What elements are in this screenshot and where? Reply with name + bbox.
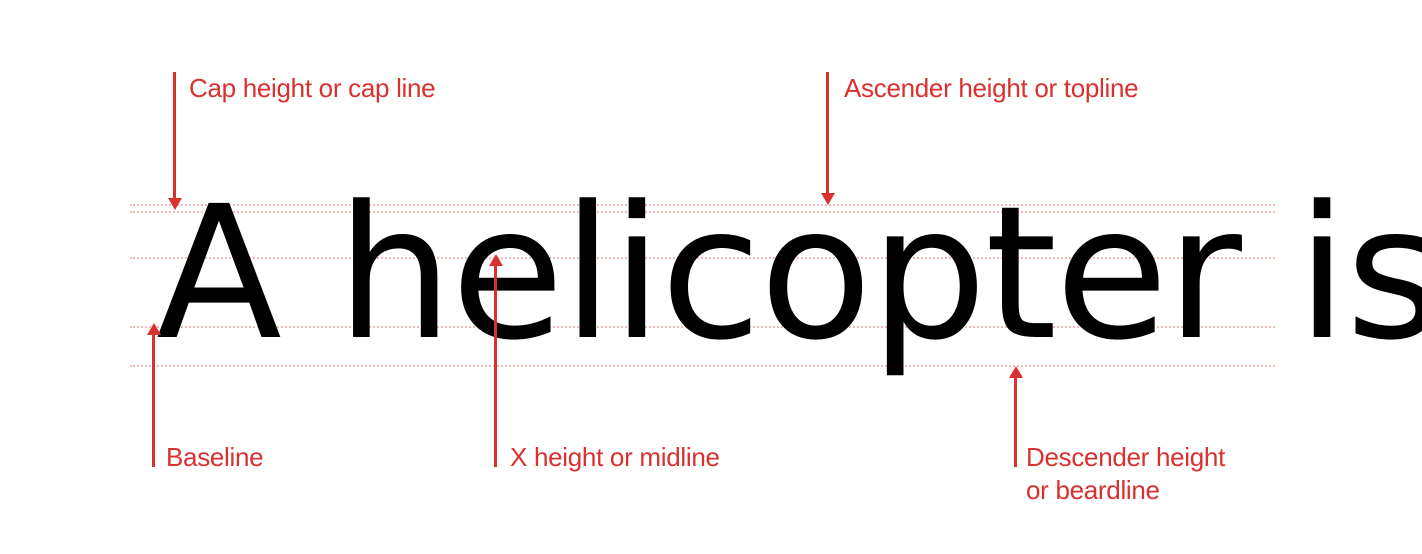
baseline-arrow-line xyxy=(152,334,155,467)
x-height-label: X height or midline xyxy=(510,442,720,472)
ascender-arrow-line xyxy=(826,72,829,194)
ascender-guide-line xyxy=(130,204,1275,206)
baseline-label: Baseline xyxy=(166,442,264,472)
cap-height-label: Cap height or cap line xyxy=(189,73,436,103)
ascender-arrowhead-icon xyxy=(821,193,835,205)
ascender-height-label: Ascender height or topline xyxy=(844,73,1139,103)
descender-arrowhead-icon xyxy=(1009,366,1023,378)
descender-guide-line xyxy=(130,365,1275,367)
sample-text: A helicopter is a xyxy=(156,167,1422,381)
baseline-arrowhead-icon xyxy=(147,323,161,335)
x-height-arrow-line xyxy=(494,265,497,467)
baseline-guide-line xyxy=(130,326,1275,328)
cap-height-guide-line xyxy=(130,211,1275,213)
cap-height-arrowhead-icon xyxy=(168,198,182,210)
descender-label-line2: or beardline xyxy=(1026,475,1160,505)
x-height-arrowhead-icon xyxy=(489,254,503,266)
descender-arrow-line xyxy=(1014,377,1017,467)
cap-height-arrow-line xyxy=(173,72,176,198)
descender-label-line1: Descender height xyxy=(1026,442,1225,472)
x-height-guide-line xyxy=(130,257,1275,259)
